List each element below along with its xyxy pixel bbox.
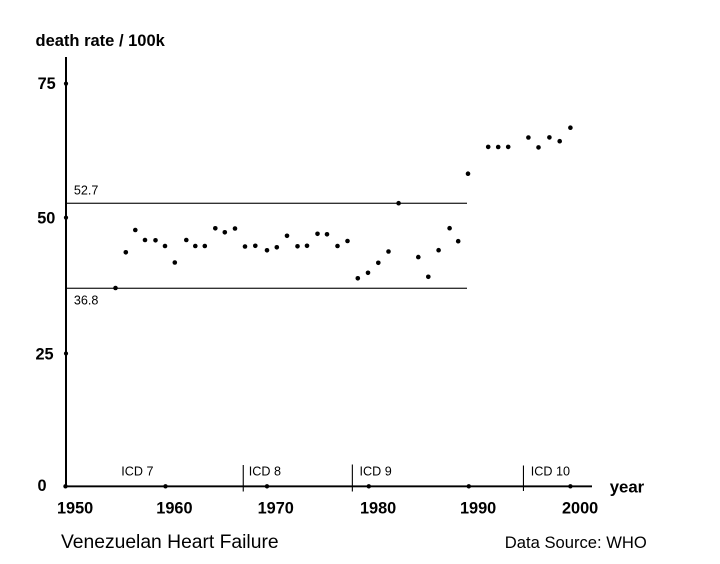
svg-text:year: year (610, 478, 645, 497)
svg-text:death rate / 100k: death rate / 100k (36, 32, 166, 50)
svg-text:0: 0 (38, 477, 47, 495)
svg-text:ICD 8: ICD 8 (249, 465, 281, 479)
svg-text:1980: 1980 (360, 500, 396, 518)
svg-text:1960: 1960 (156, 500, 192, 518)
svg-text:36.8: 36.8 (74, 293, 99, 307)
svg-text:50: 50 (37, 210, 55, 228)
svg-text:1990: 1990 (460, 500, 496, 518)
svg-text:1970: 1970 (258, 500, 294, 518)
svg-text:Venezuelan Heart Failure: Venezuelan Heart Failure (61, 532, 279, 553)
svg-text:Data Source: WHO: Data Source: WHO (505, 533, 647, 552)
svg-text:ICD 9: ICD 9 (360, 465, 392, 479)
svg-text:ICD 10: ICD 10 (531, 465, 570, 479)
svg-text:2000: 2000 (562, 500, 598, 518)
svg-text:ICD 7: ICD 7 (121, 465, 153, 479)
svg-text:25: 25 (36, 345, 54, 363)
svg-text:52.7: 52.7 (74, 184, 99, 198)
svg-text:75: 75 (38, 75, 56, 93)
svg-text:1950: 1950 (57, 500, 93, 518)
